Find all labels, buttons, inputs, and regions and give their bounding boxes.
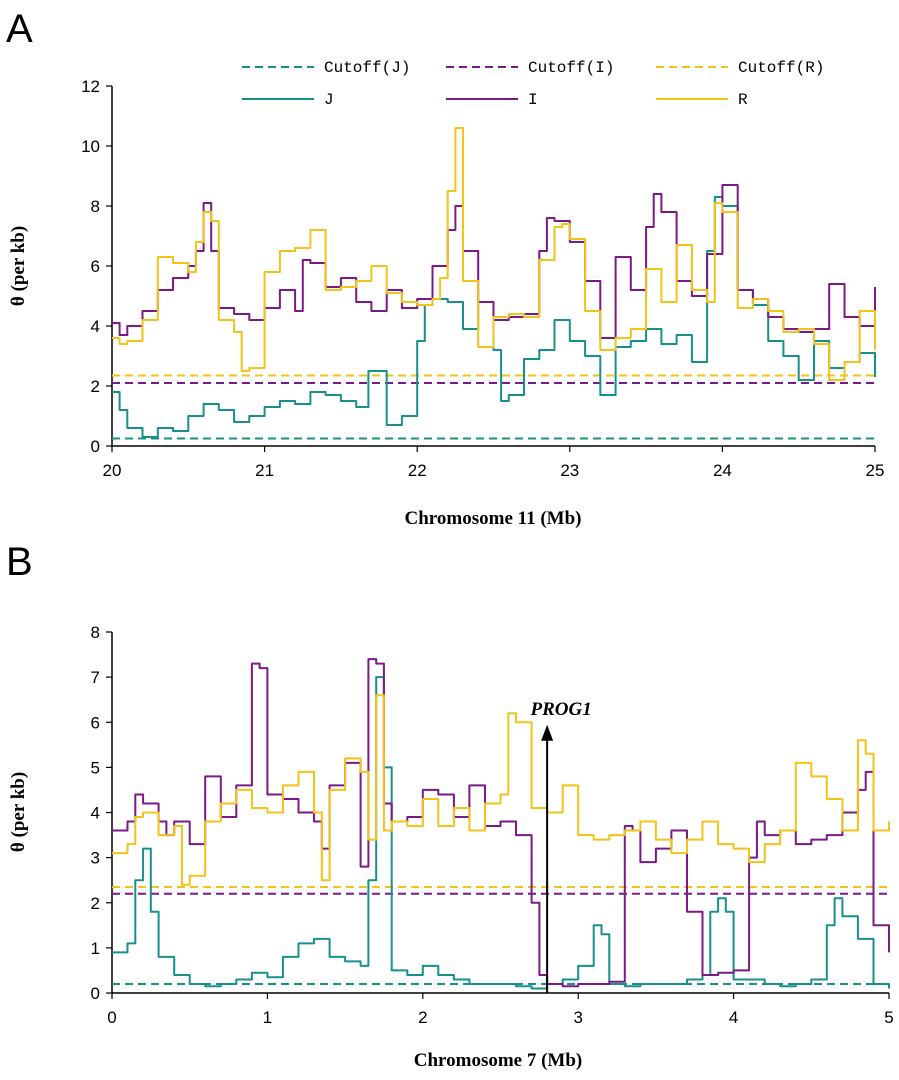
x-tick-label: 4 (729, 1008, 738, 1027)
y-tick-label: 4 (91, 317, 100, 336)
panel-a-letter: A (6, 7, 33, 51)
y-tick-label: 2 (91, 377, 100, 396)
x-tick-label: 25 (866, 461, 885, 480)
y-tick-label: 2 (91, 894, 100, 913)
legend-label: R (738, 91, 748, 109)
panel-a-legend: Cutoff(J) Cutoff(I) Cutoff(R) J I R (242, 59, 824, 109)
x-tick-label: 1 (263, 1008, 272, 1027)
panel-a-cutoff-lines (112, 374, 875, 440)
series-line-r (112, 694, 890, 886)
legend-label: Cutoff(I) (528, 59, 614, 77)
series-line-i (112, 184, 876, 339)
y-tick-label: 8 (91, 197, 100, 216)
legend-label: Cutoff(R) (738, 59, 824, 77)
x-tick-label: 5 (884, 1008, 893, 1027)
legend-label: J (324, 91, 334, 109)
x-tick-label: 23 (560, 461, 579, 480)
y-tick-label: 6 (91, 257, 100, 276)
prog1-annotation: PROG1 (530, 699, 592, 993)
panel-b-y-axis-label: θ (per kb) (8, 772, 29, 852)
y-tick-label: 12 (81, 77, 100, 96)
series-line-r (112, 127, 876, 381)
panel-a-x-axis-label: Chromosome 11 (Mb) (405, 508, 582, 529)
x-tick-label: 0 (107, 1008, 116, 1027)
y-tick-label: 3 (91, 849, 100, 868)
y-tick-label: 1 (91, 939, 100, 958)
y-tick-label: 4 (91, 804, 100, 823)
series-line-j (112, 676, 890, 990)
panel-a-series (112, 127, 876, 438)
y-tick-label: 0 (91, 984, 100, 1003)
x-tick-label: 20 (103, 461, 122, 480)
legend-label: Cutoff(J) (324, 59, 410, 77)
y-tick-label: 8 (91, 623, 100, 642)
x-tick-label: 21 (255, 461, 274, 480)
panel-b-axes: 0 1 2 3 4 5 6 7 8 0 1 2 3 4 5 (91, 623, 894, 1027)
panel-b-cutoff-lines (112, 885, 889, 985)
y-tick-label: 5 (91, 758, 100, 777)
y-tick-label: 0 (91, 437, 100, 456)
x-tick-label: 3 (573, 1008, 582, 1027)
panel-b-letter: B (6, 540, 33, 584)
x-tick-label: 2 (418, 1008, 427, 1027)
y-tick-label: 7 (91, 668, 100, 687)
panel-b-x-axis-label: Chromosome 7 (Mb) (414, 1050, 583, 1071)
x-tick-label: 22 (408, 461, 427, 480)
legend-label: I (528, 91, 538, 109)
panel-b-series (112, 658, 890, 990)
prog1-arrow-head (541, 724, 554, 741)
y-tick-label: 6 (91, 713, 100, 732)
x-tick-label: 24 (713, 461, 732, 480)
panel-b: B 0 1 2 3 4 5 6 7 8 0 1 2 3 4 5 PROG1 Chromosome 7 (Mb… (6, 540, 894, 1071)
panel-a-y-axis-label: θ (per kb) (8, 226, 29, 306)
series-line-i (112, 658, 890, 988)
prog1-label: PROG1 (530, 699, 592, 720)
panel-a: A Cutoff(J) Cutoff(I) Cutoff(R)J I R 0246810… (6, 7, 884, 529)
y-tick-label: 10 (81, 137, 100, 156)
